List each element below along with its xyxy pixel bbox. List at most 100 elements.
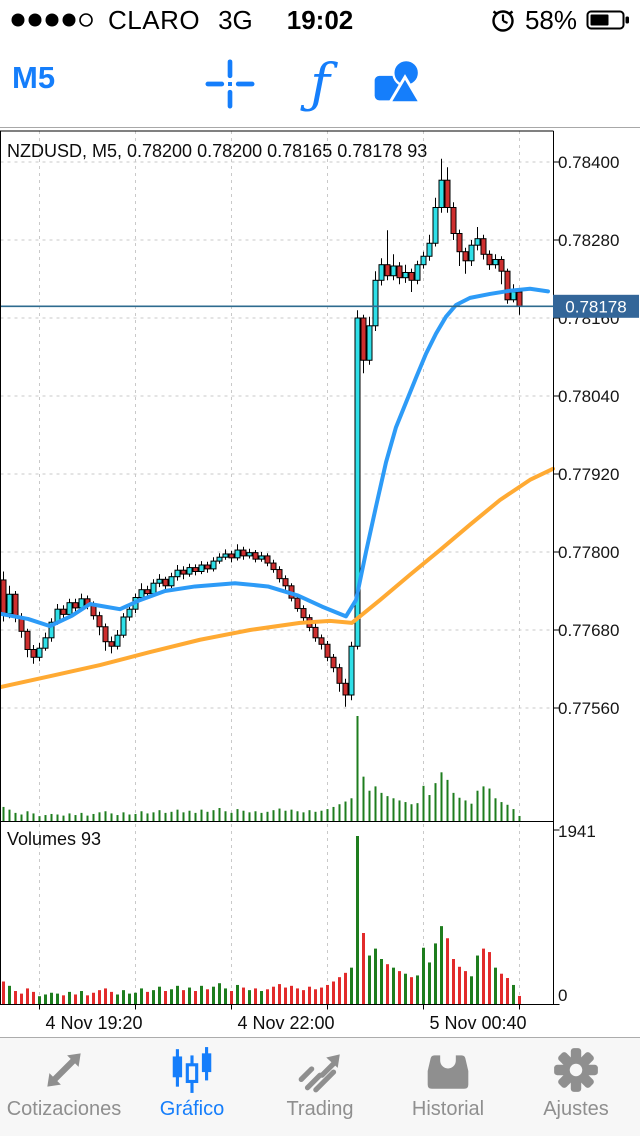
candle-body <box>138 589 145 599</box>
status-right: 58% <box>490 0 630 40</box>
status-left: CLARO 3G <box>10 0 253 40</box>
bottom-tab-bar: Cotizaciones Gráfico Trading <box>0 1037 640 1136</box>
objects-icon <box>374 58 423 105</box>
gear-icon <box>554 1048 598 1092</box>
fast-ma-line <box>0 286 550 629</box>
candle-body <box>144 589 151 595</box>
candles-icon <box>172 1047 212 1093</box>
candle-body <box>114 634 121 647</box>
candle-body <box>468 244 475 262</box>
candle-body <box>384 264 391 277</box>
tab-historial[interactable]: Historial <box>384 1038 512 1136</box>
candle-body <box>162 578 169 587</box>
candle-body <box>186 567 193 575</box>
bid-price-badge-label: 0.78178 <box>565 297 626 316</box>
price-tick-label: 0.77560 <box>558 699 619 718</box>
alarm-clock-icon <box>492 10 514 32</box>
candle-body <box>312 626 319 639</box>
battery-percent-label: 58% <box>524 4 577 35</box>
candle-body <box>402 272 409 279</box>
bid-price-badge <box>553 294 639 318</box>
candle-body <box>72 602 79 609</box>
candle-body <box>378 264 385 281</box>
candle-body <box>294 597 301 610</box>
candle-body <box>498 259 505 272</box>
price-tick-label: 0.78280 <box>558 231 619 250</box>
candle-body <box>390 265 397 277</box>
price-tick-label: 0.77800 <box>558 543 619 562</box>
chart-area[interactable]: 0.78400 0.78280 0.78160 0.78040 0.77920 0.778… <box>0 130 640 1037</box>
tab-label: Historial <box>411 1098 485 1120</box>
tab-cotizaciones[interactable]: Cotizaciones <box>0 1038 128 1136</box>
candle-body <box>30 649 37 658</box>
time-axis-label: 5 Nov 00:40 <box>429 1013 526 1033</box>
function-icon: ƒ <box>300 56 338 112</box>
candle-body <box>426 242 433 257</box>
candle-body <box>0 579 7 615</box>
candle-body <box>150 582 157 595</box>
tray-icon <box>427 1053 469 1089</box>
trade-arrow-icon <box>298 1054 340 1093</box>
timeframe-button[interactable]: M5 <box>12 60 56 95</box>
candle-body <box>414 264 421 281</box>
candle-body <box>174 569 181 578</box>
time-axis-label: 4 Nov 22:00 <box>237 1013 334 1033</box>
tab-label: Trading <box>286 1098 354 1120</box>
signal-strength-icon <box>11 13 93 27</box>
candle-body <box>198 564 205 572</box>
carrier-label: CLARO <box>108 4 201 35</box>
objects-button[interactable] <box>370 54 430 114</box>
candle-body <box>462 251 469 262</box>
candle-body <box>480 238 487 255</box>
candle-body <box>420 255 427 266</box>
crosshair-icon <box>205 59 255 109</box>
candle-body <box>60 608 67 615</box>
candle-body <box>456 233 463 253</box>
candle-body <box>24 630 31 650</box>
candle-body <box>492 259 499 266</box>
candle-body <box>192 567 199 573</box>
tab-label: Gráfico <box>159 1098 225 1120</box>
network-label: 3G <box>218 4 253 35</box>
candle-body <box>6 593 13 615</box>
candle-body <box>474 238 481 246</box>
tab-grafico[interactable]: Gráfico <box>128 1038 256 1136</box>
price-tick-label: 0.77920 <box>558 465 619 484</box>
candle-body <box>516 291 523 307</box>
indicators-button[interactable]: ƒ <box>292 54 352 114</box>
candle-body <box>120 616 127 636</box>
volume-max-label: 1941 <box>558 822 596 841</box>
price-tick-label: 0.78400 <box>558 153 619 172</box>
candle-body <box>252 552 259 560</box>
candle-body <box>228 553 235 559</box>
crosshair-button[interactable] <box>202 54 262 114</box>
candle-body <box>240 549 247 557</box>
candle-body <box>168 576 175 587</box>
candle-body <box>348 645 355 696</box>
tab-trading[interactable]: Trading <box>256 1038 384 1136</box>
candle-body <box>12 593 19 618</box>
candle-body <box>324 643 331 658</box>
battery-icon <box>586 10 629 30</box>
candle-body <box>180 569 187 575</box>
price-tick-label: 0.78040 <box>558 387 619 406</box>
status-bar: CLARO 3G 19:02 58% <box>0 0 640 40</box>
candle-body <box>336 667 343 684</box>
candle-body <box>504 270 511 301</box>
candle-body <box>330 656 337 669</box>
chart-toolbar: M5 ƒ <box>0 40 640 128</box>
time-axis-label: 4 Nov 19:20 <box>45 1013 142 1033</box>
candle-body <box>216 556 223 562</box>
candle-body <box>360 317 367 361</box>
candle-body <box>354 317 361 647</box>
tab-ajustes[interactable]: Ajustes <box>512 1038 640 1136</box>
candle-body <box>108 641 115 647</box>
candle-body <box>444 179 451 208</box>
candle-body <box>300 608 307 619</box>
candle-body <box>276 569 283 580</box>
chart-svg: 0.784000.782800.781600.780400.779200.778… <box>0 130 639 1033</box>
candle-body <box>234 549 241 559</box>
candle-body <box>486 253 493 266</box>
volume-min-label: 0 <box>558 986 567 1005</box>
